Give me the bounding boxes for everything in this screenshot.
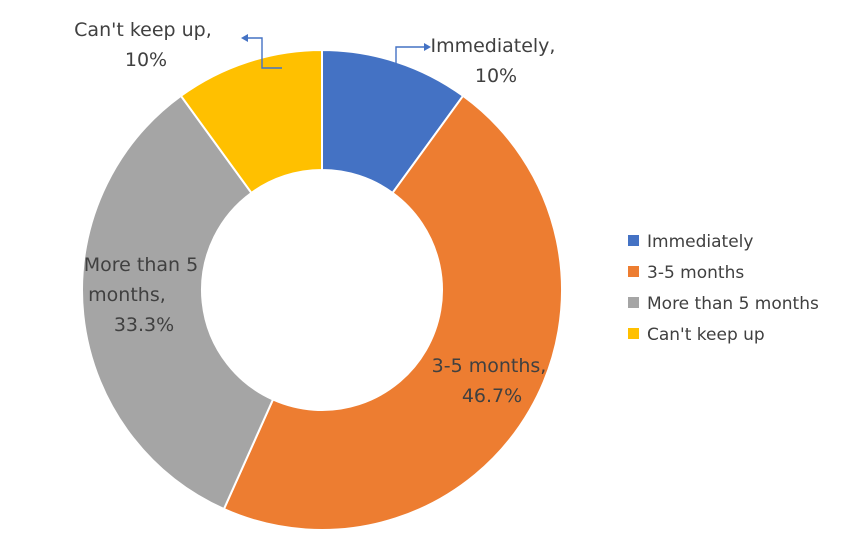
legend-swatch-immediately [628,235,639,246]
arrow-head-cant-keep-up [241,34,248,42]
legend-label-cant-keep-up: Can't keep up [647,325,765,345]
legend-label-immediately: Immediately [647,232,753,252]
leader-lines [241,34,431,70]
data-label-3-5-months: 3-5 months, 46.7% [432,355,553,407]
legend-swatch-cant-keep-up [628,328,639,339]
donut-slice-3-5-months [222,94,563,531]
leader-line-immediately [395,46,424,70]
legend-swatch-3-5-months [628,266,639,277]
legend-label-3-5-months: 3-5 months [647,263,744,283]
leader-line-cant-keep-up [248,37,282,69]
legend-swatch-more-than-5-months [628,297,639,308]
data-label-cant-keep-up: Can't keep up, 10% [74,19,218,71]
data-label-immediately: Immediately, 10% [430,35,561,87]
legend: Immediately 3-5 months More than 5 month… [628,232,819,345]
legend-label-more-than-5-months: More than 5 months [647,294,819,314]
donut-slice-more-than-5-months [81,94,275,511]
donut-slice-can-t-keep-up [179,48,323,195]
data-label-more-than-5-months: More than 5 months, 33.3% [84,254,205,336]
donut-slices [81,48,563,531]
arrow-head-immediately [424,43,431,51]
